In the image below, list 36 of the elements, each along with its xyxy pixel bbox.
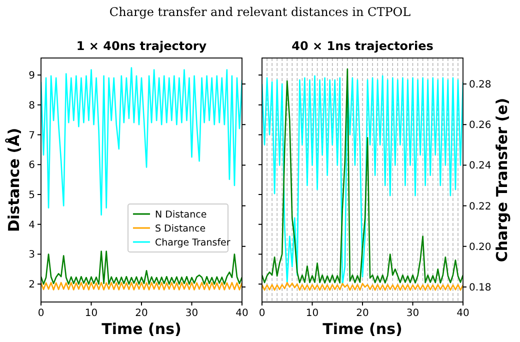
y-tick-label: 4 <box>28 220 35 231</box>
y-tick-label: 8 <box>28 100 35 112</box>
x-tick-label: 20 <box>135 308 148 319</box>
x-tick-label: 10 <box>306 308 319 319</box>
y2-tick-label: 0.20 <box>469 242 492 253</box>
legend-label: Charge Transfer <box>155 238 230 248</box>
y-tick-label: 3 <box>28 250 35 261</box>
y-tick-label: 2 <box>28 280 35 291</box>
y-tick-label: 5 <box>28 190 35 201</box>
x-tick-label: 40 <box>236 308 248 319</box>
chart-title: 1 × 40ns trajectory <box>76 39 207 53</box>
text: Charge transfer and relevant distances in CTPOL <box>109 5 411 19</box>
x-tick-label: 10 <box>84 308 98 319</box>
y-tick-label: 7 <box>28 130 35 142</box>
x-axis-title: Time (ns) <box>322 320 402 338</box>
chart-title: 40 × 1ns trajectories <box>292 39 434 53</box>
y2-tick-label: 0.18 <box>469 282 492 294</box>
y2-axis-title: Charge Transfer (e) <box>493 98 511 262</box>
y2-tick-label: 0.24 <box>469 160 492 172</box>
legend-label: S Distance <box>155 224 206 234</box>
y2-tick-label: 0.22 <box>469 201 492 212</box>
x-tick-label: 0 <box>258 308 266 319</box>
x-axis-title: Time (ns) <box>102 320 182 338</box>
line-series <box>41 282 242 290</box>
y2-tick-label: 0.26 <box>469 120 492 132</box>
y-axis-title: Distance (Å) <box>5 128 23 232</box>
y-tick-label: 6 <box>28 160 35 172</box>
line-series <box>41 250 242 285</box>
x-tick-label: 40 <box>456 308 470 319</box>
y-tick-label: 9 <box>28 70 35 82</box>
x-tick-label: 0 <box>38 308 44 319</box>
x-tick-label: 30 <box>406 308 420 319</box>
y2-tick-label: 0.28 <box>469 79 492 90</box>
x-tick-label: 30 <box>185 308 198 319</box>
legend-label: N Distance <box>155 210 207 220</box>
x-tick-label: 20 <box>356 308 369 319</box>
